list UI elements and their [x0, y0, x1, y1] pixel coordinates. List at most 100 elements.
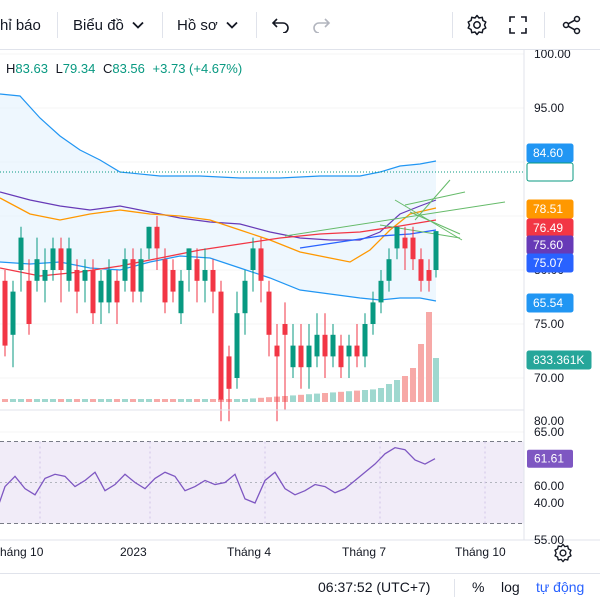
volume-bar — [130, 399, 136, 402]
price-badge-text: 75.07 — [533, 256, 563, 270]
candle-body — [130, 259, 136, 292]
price-tick-label: 95.00 — [534, 101, 564, 115]
fan-line — [379, 224, 461, 239]
candle-body — [138, 259, 144, 292]
share-button[interactable] — [556, 10, 588, 40]
percent-scale-button[interactable]: % — [472, 579, 485, 595]
volume-bar — [338, 391, 344, 402]
price-badge: 78.51 — [526, 199, 574, 219]
price-badge: 833.361K — [526, 350, 592, 370]
clock-timezone[interactable]: 06:37:52 (UTC+7) — [318, 579, 431, 595]
low-value: 79.34 — [62, 61, 96, 76]
volume-bar — [370, 389, 376, 402]
axis-settings-button[interactable] — [554, 543, 572, 563]
candle-body — [226, 356, 232, 389]
candle-body — [338, 345, 344, 368]
candle-body — [290, 345, 296, 368]
candle-body — [218, 291, 224, 400]
candle-body — [402, 237, 408, 249]
price-tick-label: 65.00 — [534, 425, 564, 439]
volume-bar — [433, 358, 439, 402]
volume-bar — [74, 399, 80, 402]
candle-body — [42, 270, 48, 281]
volume-bar — [418, 344, 424, 402]
volume-bar — [354, 390, 360, 402]
candle-body — [330, 334, 336, 357]
candle-body — [170, 270, 176, 292]
ma-orange-line — [0, 197, 437, 263]
volume-bar — [250, 398, 256, 402]
fullscreen-button[interactable] — [502, 10, 534, 40]
volume-bar — [58, 399, 64, 402]
auto-scale-button[interactable]: tự động — [536, 579, 585, 595]
close-value: 83.56 — [112, 61, 145, 76]
rsi-badge — [527, 449, 573, 468]
indicators-button[interactable]: hỉ báo — [0, 10, 41, 40]
indicators-label: hỉ báo — [0, 16, 41, 34]
profile-button[interactable]: Hồ sơ — [177, 10, 238, 40]
volume-bar — [378, 388, 384, 402]
candle-body — [26, 280, 32, 324]
volume-bar — [210, 399, 216, 402]
price-badge: 75.07 — [526, 253, 574, 273]
top-toolbar: hỉ báo Biểu đồ Hồ sơ — [0, 0, 600, 50]
ma-blue-line — [299, 229, 437, 249]
low-label: L — [55, 61, 63, 76]
trend-fan-lines — [284, 179, 506, 241]
share-icon — [562, 15, 581, 35]
candle-body — [418, 259, 424, 281]
volume-bar — [34, 399, 40, 402]
volume-bar — [394, 380, 400, 402]
ma-red-line — [0, 219, 437, 277]
toolbar-divider — [57, 12, 58, 38]
fan-line — [414, 179, 451, 221]
rsi-pane — [0, 441, 524, 524]
volume-bar — [154, 399, 160, 402]
price-badge: 75.60 — [526, 235, 574, 255]
time-tick-label: Tháng 10 — [455, 545, 506, 559]
candle-body — [242, 280, 248, 314]
candle-body — [74, 270, 80, 292]
candle-body — [250, 248, 256, 270]
volume-bar — [426, 312, 432, 402]
candle-body — [58, 248, 64, 270]
volume-bar — [178, 399, 184, 402]
volume-bar — [346, 391, 352, 402]
candle-body — [186, 248, 192, 270]
candle-body — [202, 270, 208, 281]
price-badge-text: 65.54 — [533, 296, 563, 310]
price-badge-text: 833.361K — [533, 353, 584, 367]
candle-body — [10, 291, 16, 335]
candle-body — [178, 280, 184, 314]
rsi-axis[interactable]: 80.00 40.00 61.61 — [527, 414, 573, 510]
price-badge: 83.56 — [526, 162, 574, 182]
candle-body — [98, 280, 104, 303]
log-scale-button[interactable]: log — [501, 579, 520, 595]
time-axis[interactable]: háng 10 2023 Tháng 4 Tháng 7 Tháng 10 — [0, 545, 506, 559]
undo-button[interactable] — [265, 10, 297, 40]
candle-body — [50, 248, 56, 270]
time-tick-label: 2023 — [120, 545, 147, 559]
volume-bar — [90, 399, 96, 402]
price-tick-label: 75.00 — [534, 317, 564, 331]
volume-bar — [186, 399, 192, 402]
volume-bar — [170, 399, 176, 402]
high-label: H — [6, 61, 16, 76]
volume-bar — [290, 395, 296, 402]
candle-body — [322, 334, 328, 357]
redo-button[interactable] — [305, 10, 337, 40]
rsi-line — [0, 446, 436, 504]
price-chart[interactable]: 100.0095.0090.0085.0080.0075.0070.0065.0… — [0, 50, 600, 573]
settings-button[interactable] — [461, 10, 493, 40]
fan-line — [404, 191, 466, 206]
gear-icon — [467, 14, 487, 36]
candle-body — [370, 302, 376, 324]
volume-bar — [258, 397, 264, 402]
candle-body — [394, 226, 400, 249]
volume-bar — [66, 399, 72, 402]
chart-type-button[interactable]: Biểu đồ — [73, 10, 144, 40]
rsi-tick-label: 40.00 — [534, 496, 564, 510]
candle-body — [146, 226, 152, 249]
candle-body — [18, 237, 24, 270]
price-badges: 84.60 83.56 78.51 76.49 75.60 75.07 65.54 833.3… — [526, 143, 592, 370]
